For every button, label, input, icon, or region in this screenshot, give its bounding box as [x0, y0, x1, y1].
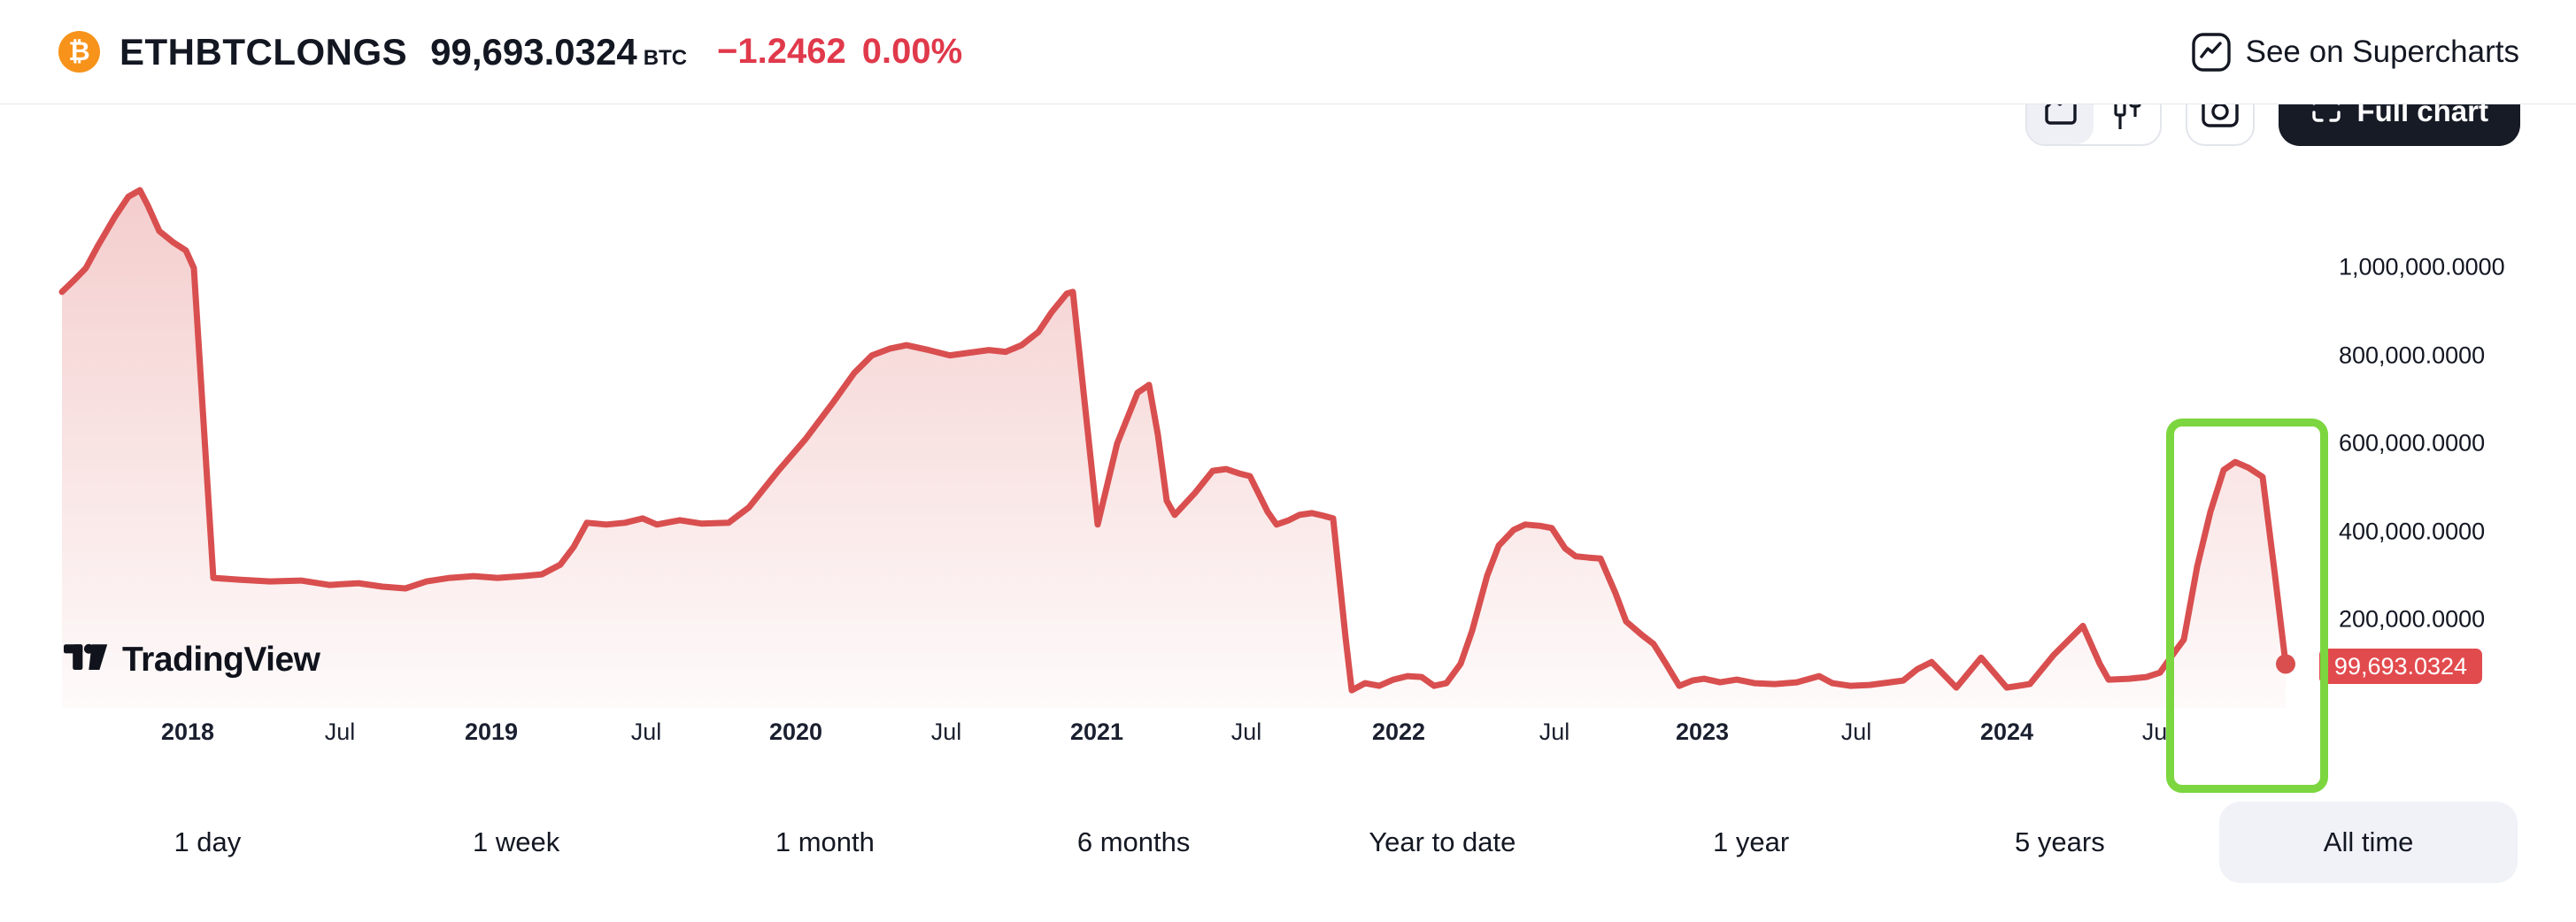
x-axis-label: Jul	[930, 718, 962, 745]
area-fill	[62, 189, 2286, 708]
range-button-1-month[interactable]: 1 month	[676, 802, 975, 883]
change-absolute: −1.2462	[717, 32, 846, 71]
area-style-button[interactable]	[2027, 104, 2094, 144]
price-group: 99,693.0324 BTC	[430, 31, 687, 73]
range-button-1-week[interactable]: 1 week	[367, 802, 666, 883]
x-axis-label: 2023	[1675, 718, 1730, 745]
x-axis-label: Jul	[1230, 718, 1262, 745]
supercharts-icon	[2191, 32, 2232, 73]
candles-icon	[2109, 104, 2145, 134]
last-price-dot	[2276, 654, 2295, 674]
camera-icon	[2201, 104, 2240, 131]
bitcoin-icon: ₿	[58, 31, 100, 73]
range-button-year-to-date[interactable]: Year to date	[1293, 802, 1592, 883]
chart-style-segmented-control	[2025, 104, 2163, 146]
range-button-6-months[interactable]: 6 months	[984, 802, 1283, 883]
x-axis-label: Jul	[324, 718, 356, 745]
y-axis-label: 800,000.0000	[2339, 342, 2486, 369]
fullscreen-icon	[2310, 104, 2342, 131]
y-axis-label: 400,000.0000	[2339, 518, 2486, 545]
symbol-header: ₿ ETHBTCLONGS 99,693.0324 BTC −1.2462 0.…	[0, 0, 2576, 104]
x-axis-label: 2022	[1371, 718, 1426, 745]
full-chart-button[interactable]: Full chart	[2279, 104, 2520, 146]
range-button-1-year[interactable]: 1 year	[1602, 802, 1901, 883]
range-button-all-time[interactable]: All time	[2219, 802, 2518, 883]
price-area-chart[interactable]	[0, 104, 2576, 780]
tradingview-wordmark: TradingView	[122, 641, 320, 679]
current-price-label: 99,693.0324	[2319, 649, 2482, 684]
full-chart-label: Full chart	[2356, 104, 2488, 127]
x-axis-label: 2019	[464, 718, 519, 745]
range-button-5-years[interactable]: 5 years	[1911, 802, 2210, 883]
x-axis-label: 2020	[768, 718, 823, 745]
tradingview-logo[interactable]: TradingView	[64, 641, 320, 680]
area-chart-icon	[2042, 104, 2079, 132]
y-axis-label: 600,000.0000	[2339, 429, 2486, 457]
range-button-1-day[interactable]: 1 day	[58, 802, 357, 883]
y-axis-label: 200,000.0000	[2339, 605, 2486, 633]
supercharts-label: See on Supercharts	[2245, 34, 2519, 69]
see-on-supercharts-link[interactable]: See on Supercharts	[2191, 32, 2519, 73]
range-selector: 1 day 1 week 1 month 6 months Year to date 1 …	[53, 802, 2523, 883]
snapshot-button[interactable]	[2186, 104, 2256, 146]
x-axis-label: 2018	[160, 718, 215, 745]
price-change: −1.2462 0.00%	[717, 32, 962, 72]
candles-style-button[interactable]	[2094, 104, 2161, 144]
x-axis-label: 2024	[1979, 718, 2034, 745]
x-axis-label: 2021	[1069, 718, 1124, 745]
last-price: 99,693.0324	[430, 30, 637, 73]
chart-toolbar: Full chart	[2025, 104, 2520, 146]
tradingview-mark-icon	[64, 642, 110, 680]
y-axis-label: 1,000,000.0000	[2339, 253, 2505, 280]
x-axis-label: Jul	[1840, 718, 1872, 745]
highlight-box	[2166, 419, 2328, 793]
price-line	[58, 187, 2289, 694]
x-axis-label: Jul	[1539, 718, 1570, 745]
price-currency: BTC	[643, 45, 688, 70]
symbol-name: ETHBTCLONGS	[120, 30, 408, 73]
x-axis-label: Jul	[630, 718, 662, 745]
change-percent: 0.00%	[861, 32, 963, 71]
